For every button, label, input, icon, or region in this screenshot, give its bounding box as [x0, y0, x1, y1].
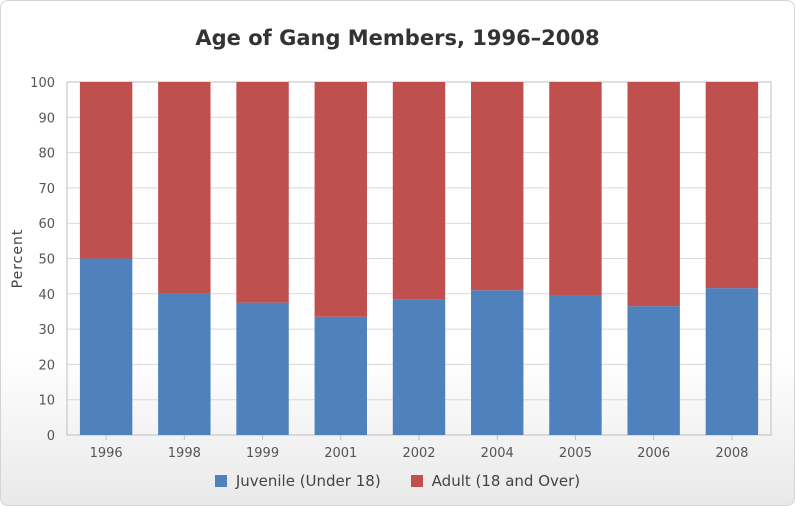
y-tick-label: 30 — [38, 323, 55, 338]
y-tick-label: 10 — [38, 394, 55, 409]
bar-adult[interactable] — [627, 82, 680, 307]
legend-label-juvenile: Juvenile (Under 18) — [235, 472, 381, 490]
bar-adult[interactable] — [158, 82, 211, 294]
bar-adult[interactable] — [705, 82, 759, 289]
bar-adult[interactable] — [314, 82, 367, 317]
y-tick-label: 70 — [38, 182, 55, 197]
legend-label-adult: Adult (18 and Over) — [431, 472, 581, 490]
bar-juvenile[interactable] — [705, 288, 759, 435]
bar-juvenile[interactable] — [471, 290, 524, 435]
bar-adult[interactable] — [549, 82, 602, 296]
bar-adult[interactable] — [236, 82, 289, 303]
bar-adult[interactable] — [79, 82, 133, 259]
x-tick-label: 2008 — [715, 446, 748, 461]
legend-swatch-adult — [410, 475, 423, 487]
x-tick-label: 1996 — [90, 446, 123, 461]
y-tick-label: 100 — [30, 76, 55, 91]
bar-juvenile[interactable] — [392, 299, 446, 435]
x-tick-label: 2006 — [637, 446, 670, 461]
y-tick-label: 50 — [38, 253, 55, 268]
bar-adult[interactable] — [471, 82, 524, 291]
y-tick-label: 40 — [38, 288, 55, 303]
legend-item-adult[interactable]: Adult (18 and Over) — [410, 472, 581, 490]
y-tick-label: 0 — [47, 429, 55, 444]
y-tick-label: 60 — [38, 217, 55, 232]
x-tick-label: 1998 — [168, 446, 201, 461]
bar-juvenile[interactable] — [314, 316, 367, 435]
x-tick-label: 1999 — [246, 446, 279, 461]
y-axis-label: Percent — [10, 229, 26, 289]
x-tick-label: 2002 — [402, 446, 435, 461]
x-tick-label: 2004 — [481, 446, 514, 461]
x-tick-label: 2001 — [324, 446, 357, 461]
y-tick-label: 80 — [38, 147, 55, 162]
y-tick-label: 90 — [38, 111, 55, 126]
y-tick-label: 20 — [38, 358, 55, 373]
bar-adult[interactable] — [392, 82, 446, 300]
bar-juvenile[interactable] — [158, 293, 211, 435]
bar-juvenile[interactable] — [549, 295, 602, 435]
chart-title: Age of Gang Members, 1996–2008 — [195, 26, 600, 50]
legend-item-juvenile[interactable]: Juvenile (Under 18) — [214, 472, 381, 490]
bar-juvenile[interactable] — [236, 302, 289, 435]
legend-swatch-juvenile — [214, 475, 227, 487]
bar-juvenile[interactable] — [627, 306, 680, 435]
bar-juvenile[interactable] — [79, 258, 133, 436]
legend: Juvenile (Under 18) Adult (18 and Over) — [0, 472, 795, 490]
x-tick-label: 2005 — [559, 446, 592, 461]
